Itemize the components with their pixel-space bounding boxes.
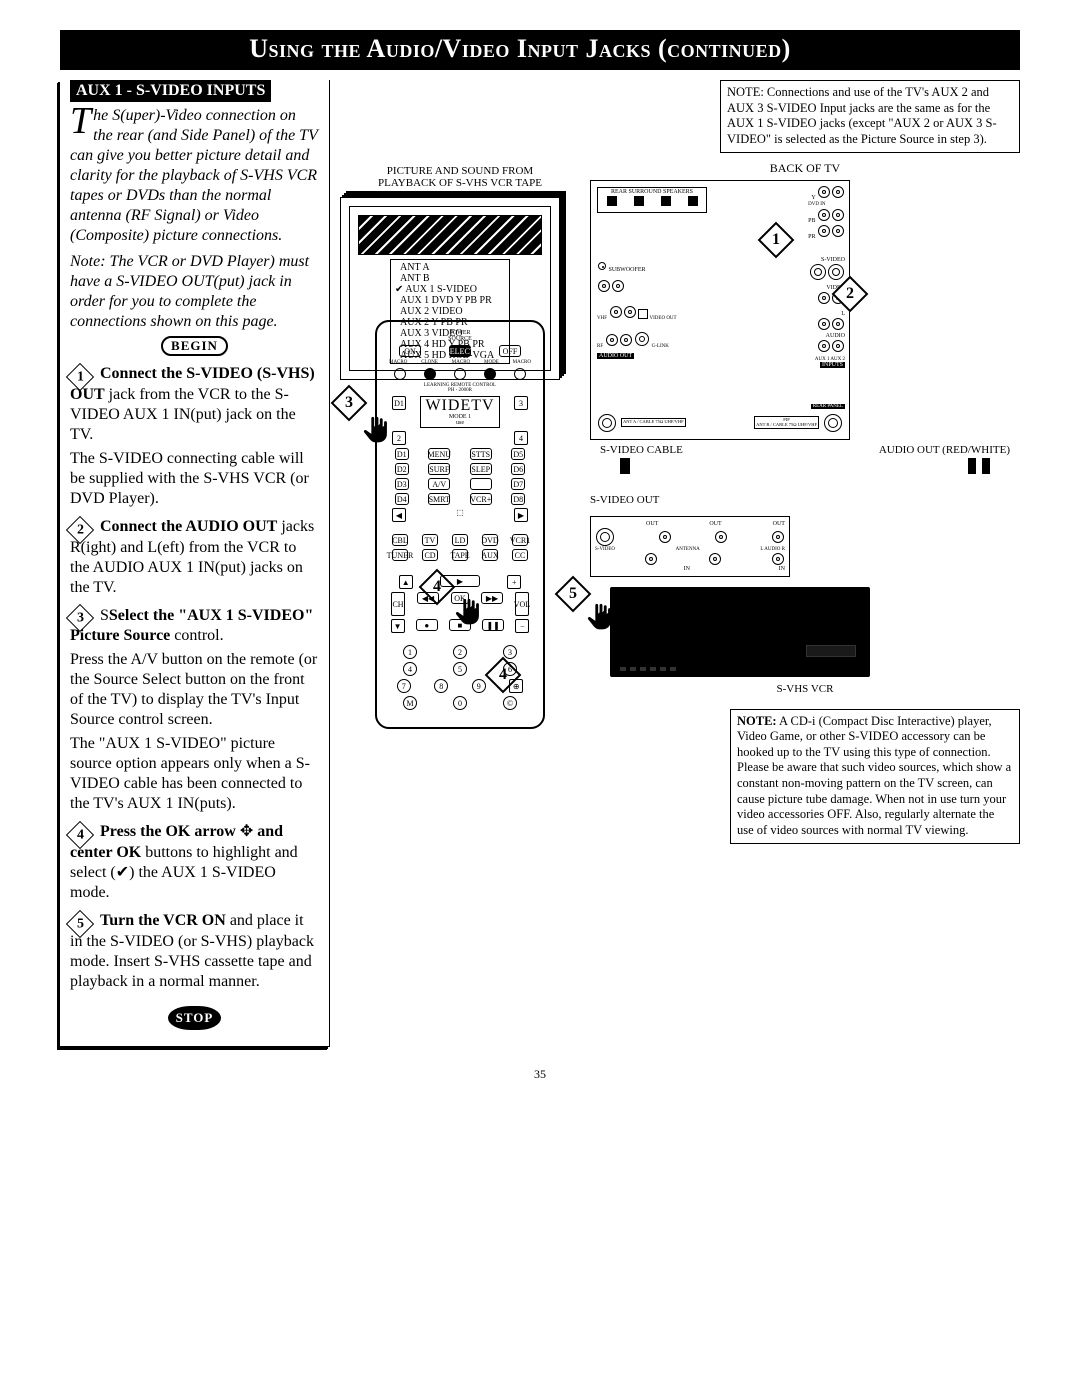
vcr-av-panel: OUTOUTOUT S-VIDEOANTENNA L AUDIO R bbox=[590, 516, 790, 577]
menu-item: ✔ AUX 1 S-VIDEO bbox=[395, 284, 505, 295]
menu-item: ANT A bbox=[395, 262, 505, 273]
step-3-tail: The "AUX 1 S-VIDEO" picture source optio… bbox=[70, 734, 319, 814]
remote-numpad[interactable]: © bbox=[503, 696, 517, 710]
vcr-caption-1: PICTURE AND SOUND FROM bbox=[340, 165, 580, 177]
remote-av[interactable]: A/V bbox=[428, 478, 450, 490]
remote-numpad[interactable]: 1 bbox=[403, 645, 417, 659]
section-subhead: AUX 1 - S-VIDEO INPUTS bbox=[70, 80, 271, 102]
screen-graphic bbox=[358, 215, 542, 255]
intro-note: Note: The VCR or DVD Player) must have a… bbox=[70, 252, 319, 332]
page-layout: AUX 1 - S-VIDEO INPUTS The S(uper)-Video… bbox=[60, 80, 1020, 1047]
remote-numpad[interactable]: 3 bbox=[503, 645, 517, 659]
remote-smart[interactable]: SMRT bbox=[428, 493, 450, 505]
svideo-cable-label: S-VIDEO CABLE bbox=[600, 444, 683, 456]
intro-text: he S(uper)-Video connection on the rear … bbox=[70, 107, 318, 244]
rear-surround-label: REAR SURROUND SPEAKERS bbox=[597, 187, 707, 213]
remote-numpad[interactable]: M bbox=[403, 696, 417, 710]
bottom-note-box: NOTE: A CD-i (Compact Disc Interactive) … bbox=[730, 709, 1020, 844]
remote-numpad[interactable]: 7 bbox=[397, 679, 411, 693]
step-5: 5 Turn the VCR ON and place it in the S-… bbox=[70, 911, 319, 992]
begin-badge: BEGIN bbox=[161, 336, 228, 356]
svhs-vcr-label: S-VHS VCR bbox=[590, 683, 1020, 695]
step-2: 2 Connect the AUDIO OUT jacks R(ight) an… bbox=[70, 517, 319, 598]
menu-item: ANT B bbox=[395, 273, 505, 284]
vcr-caption: PICTURE AND SOUND FROM PLAYBACK OF S-VHS… bbox=[340, 165, 580, 189]
remote-off[interactable]: OFF bbox=[499, 345, 521, 357]
step-number-icon: 2 bbox=[66, 515, 94, 543]
remote-numpad[interactable]: 2 bbox=[453, 645, 467, 659]
step-1-tail: The S-VIDEO connecting cable will be sup… bbox=[70, 449, 319, 509]
remote-numpad[interactable]: 6 bbox=[503, 662, 517, 676]
page-title: Using the Audio/Video Input Jacks (conti… bbox=[60, 30, 1020, 70]
remote-numpad[interactable]: 5 bbox=[453, 662, 467, 676]
step-number-icon: 5 bbox=[66, 910, 94, 938]
intro-paragraph: The S(uper)-Video connection on the rear… bbox=[70, 106, 319, 246]
diagram-panel: NOTE: Connections and use of the TV's AU… bbox=[340, 80, 1020, 1047]
remote-surf[interactable]: SURF bbox=[428, 463, 450, 475]
remote-numpad[interactable]: 0 bbox=[453, 696, 467, 710]
vcr-caption-2: PLAYBACK OF S-VHS VCR TAPE bbox=[340, 177, 580, 189]
remote-on[interactable]: ON bbox=[399, 345, 421, 357]
step-1: 1 Connect the S-VIDEO (S-VHS) OUT jack f… bbox=[70, 364, 319, 445]
remote-vcrplus[interactable]: VCR+ bbox=[470, 493, 492, 505]
step-3-tail: Press the A/V button on the remote (or t… bbox=[70, 650, 319, 730]
instructions-panel: AUX 1 - S-VIDEO INPUTS The S(uper)-Video… bbox=[60, 80, 330, 1047]
step-3: 3 SSelect the "AUX 1 S-VIDEO" Picture So… bbox=[70, 606, 319, 647]
remote-select[interactable]: SELECT bbox=[449, 345, 471, 357]
top-note-box: NOTE: Connections and use of the TV's AU… bbox=[720, 80, 1020, 153]
page-number: 35 bbox=[60, 1067, 1020, 1082]
remote-sleep[interactable]: SLEP bbox=[470, 463, 492, 475]
remote-ok[interactable]: OK bbox=[451, 592, 469, 604]
audio-out-label: AUDIO OUT (RED/WHITE) bbox=[879, 444, 1010, 456]
stop-badge: STOP bbox=[168, 1006, 222, 1030]
vcr-unit bbox=[610, 587, 870, 677]
remote-control: POWER SOURCE ON SELECT OFF MACROCLONEMAC… bbox=[375, 320, 545, 729]
remote-status[interactable]: STTS bbox=[470, 448, 492, 460]
step-4: 4 Press the OK arrow ✥ and center OK but… bbox=[70, 822, 319, 903]
svideo-out-label: S-VIDEO OUT bbox=[590, 494, 1020, 506]
tv-back-panel: REAR SURROUND SPEAKERS Y DVD IN PB bbox=[590, 180, 850, 440]
back-of-tv-label: BACK OF TV bbox=[590, 161, 1020, 176]
remote-numpad[interactable]: 9 bbox=[472, 679, 486, 693]
dropcap: T bbox=[70, 106, 93, 136]
remote-extra[interactable]: ⊕ bbox=[509, 679, 523, 693]
remote-numpad[interactable]: 8 bbox=[434, 679, 448, 693]
remote-numpad[interactable]: 4 bbox=[403, 662, 417, 676]
remote-menu[interactable]: MENU bbox=[428, 448, 450, 460]
